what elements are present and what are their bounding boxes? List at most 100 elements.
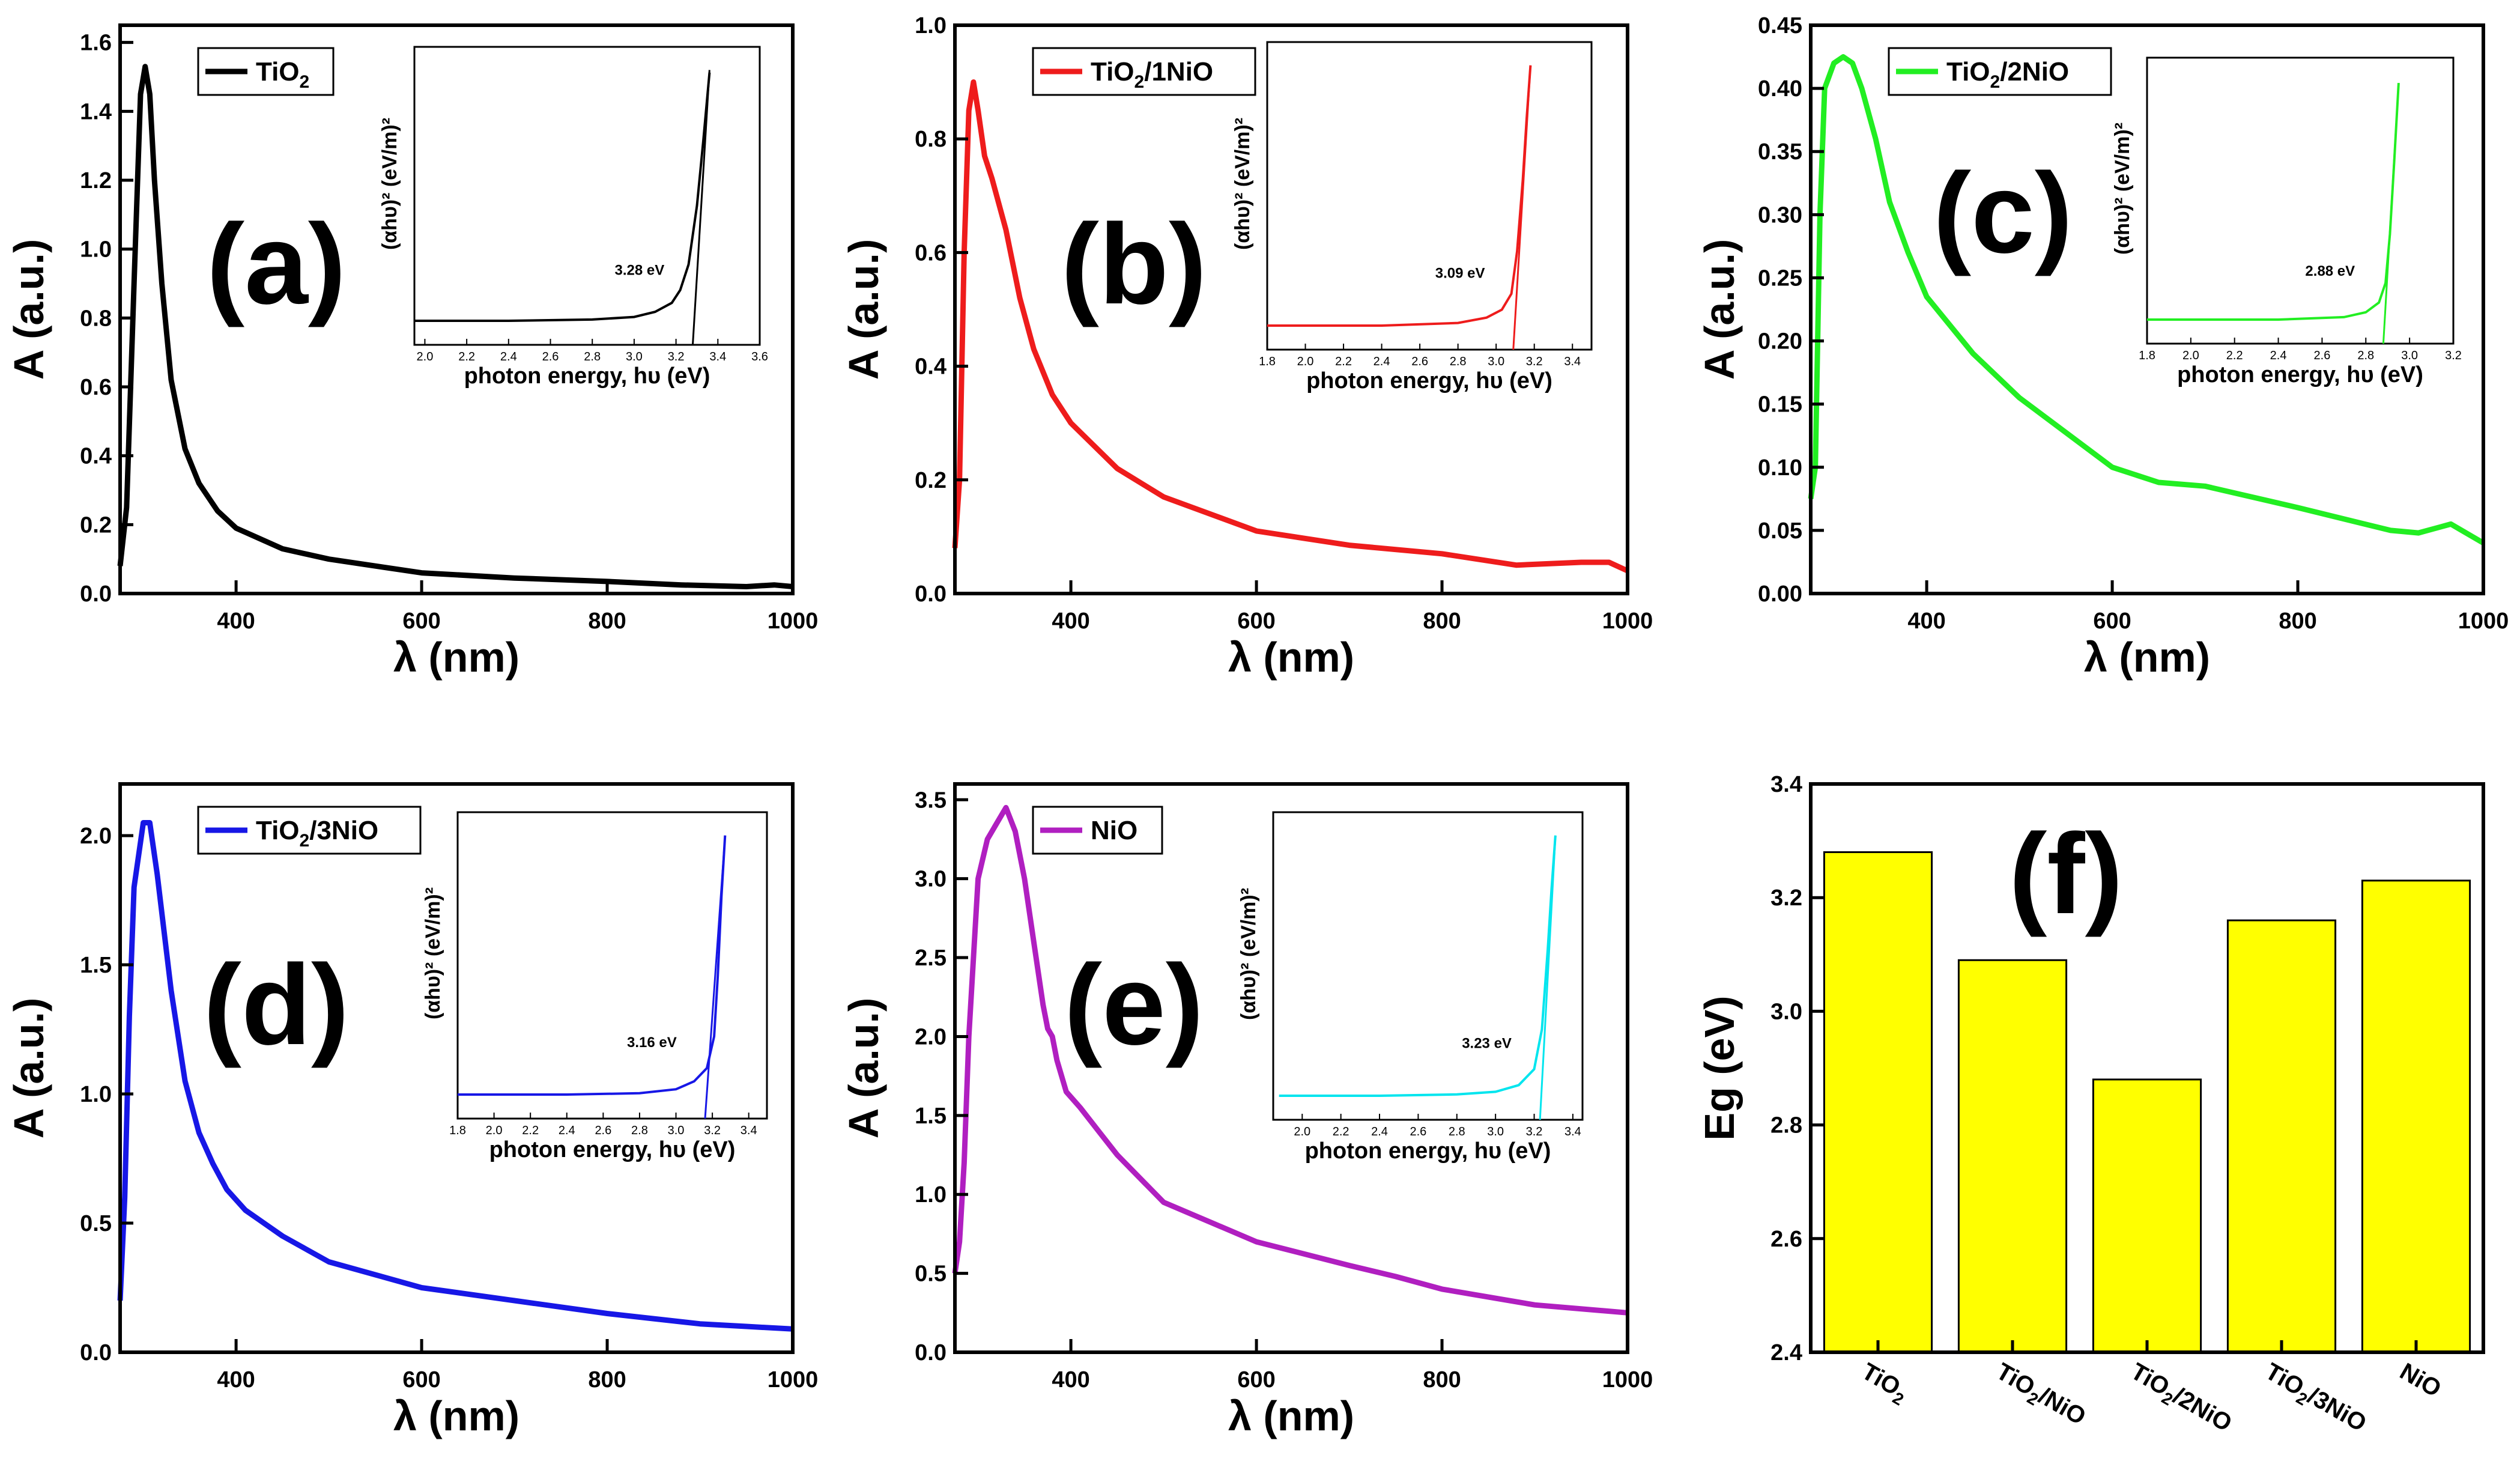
- y-tick-label: 0.5: [80, 1211, 112, 1236]
- inset-x-tick-label: 2.6: [595, 1124, 611, 1137]
- panel-d-absorbance-chart: 400 600 800 1000 0.0 0.5 1.0 1.5 2.0 λ (nm) A (a.u…: [5, 782, 819, 1439]
- y-tick-label: 3.0: [1770, 999, 1802, 1024]
- inset-y-axis-label: (αhυ)² (eV/m)²: [1231, 118, 1254, 250]
- panel-a-absorbance-chart: 400 600 800 1000 0.0 0.2 0.4 0.6 0.8 1.0 1.2 1.4 1.6…: [5, 23, 819, 681]
- y-tick-label: 0.2: [80, 512, 112, 538]
- tauc-curve: [1279, 835, 1557, 1097]
- legend-label: TiO2/1NiO: [1091, 57, 1213, 92]
- x-tick-label: 400: [1907, 609, 1945, 634]
- inset-x-tick-label: 2.0: [417, 350, 434, 363]
- y-tick-label: 0.4: [80, 444, 112, 469]
- y-tick-label: 1.5: [80, 953, 112, 978]
- x-tick-label: 400: [217, 1367, 255, 1393]
- inset-x-tick-label: 2.4: [1371, 1125, 1388, 1138]
- inset-x-tick-label: 2.2: [458, 350, 475, 363]
- y-axis-label: Eg (eV): [1696, 995, 1743, 1140]
- inset-x-tick-label: 3.0: [668, 1124, 685, 1137]
- inset-x-tick-label: 3.4: [709, 350, 726, 363]
- inset-x-tick-label: 2.2: [522, 1124, 539, 1137]
- inset-x-tick-label: 3.0: [626, 350, 643, 363]
- inset-x-tick-label: 3.6: [751, 350, 768, 363]
- x-tick-label: 600: [2093, 609, 2131, 634]
- inset-x-axis-label: photon energy, hυ (eV): [2177, 362, 2423, 387]
- inset-y-axis-label: (αhυ)² (eV/m)²: [1237, 888, 1260, 1020]
- tangent-line: [704, 835, 726, 1119]
- y-tick-label: 3.5: [915, 788, 947, 813]
- inset-x-tick-label: 3.4: [1564, 1125, 1581, 1138]
- legend-label: TiO2: [256, 57, 309, 92]
- inset-frame: [2146, 56, 2455, 345]
- panel-label: (a): [207, 201, 346, 328]
- x-tick-label: 1000: [768, 609, 819, 634]
- bandgap-bar: [1957, 959, 2068, 1353]
- band-gap-annotation: 3.23 eV: [1462, 1035, 1512, 1051]
- x-axis-label: λ (nm): [2084, 634, 2210, 681]
- absorbance-series-line: [117, 820, 793, 1332]
- inset-x-tick-label: 2.4: [1374, 355, 1390, 368]
- panel-e-absorbance-chart: 400 600 800 1000 0.0 0.5 1.0 1.5 2.0 2.5 3.0 3.5 λ (…: [840, 782, 1653, 1439]
- inset-frame: [456, 811, 768, 1120]
- inset-x-tick-label: 3.0: [1488, 355, 1504, 368]
- category-label: TiO2: [1855, 1358, 1913, 1409]
- tauc-plot-inset: 3.23 eV 2.0 2.2 2.4 2.6 2.8 3.0 3.2 3.4 photon en…: [1237, 811, 1584, 1164]
- inset-x-axis-label: photon energy, hυ (eV): [464, 363, 710, 389]
- tauc-plot-inset: 3.09 eV 1.8 2.0 2.2 2.4 2.6 2.8 3.0 3.2 3.4 photon…: [1231, 41, 1593, 393]
- inset-x-tick-label: 2.8: [1449, 1125, 1465, 1138]
- absorbance-series-line: [952, 804, 1628, 1316]
- tangent-line: [1512, 65, 1531, 350]
- inset-x-tick-label: 2.0: [1297, 355, 1314, 368]
- band-gap-annotation: 3.28 eV: [614, 262, 664, 278]
- panel-b-absorbance-chart: 400 600 800 1000 0.0 0.2 0.4 0.6 0.8 1.0 λ (nm) A (…: [840, 13, 1653, 681]
- y-tick-label: 0.25: [1758, 266, 1802, 291]
- y-tick-label: 0.45: [1758, 13, 1802, 38]
- x-tick-label: 800: [588, 1367, 626, 1393]
- y-tick-label: 3.2: [1770, 885, 1802, 911]
- inset-x-tick-label: 2.8: [2357, 349, 2374, 362]
- tangent-line: [691, 70, 710, 345]
- y-axis-label: A (a.u.): [840, 239, 887, 380]
- inset-x-axis-label: photon energy, hυ (eV): [489, 1137, 736, 1162]
- panel-label: (b): [1061, 201, 1207, 328]
- inset-x-tick-label: 2.6: [1410, 1125, 1427, 1138]
- inset-x-tick-label: 3.2: [1526, 1125, 1543, 1138]
- inset-x-tick-label: 3.4: [741, 1124, 757, 1137]
- y-tick-label: 0.05: [1758, 518, 1802, 544]
- x-tick-label: 800: [1423, 1367, 1461, 1393]
- inset-x-tick-label: 2.0: [486, 1124, 503, 1137]
- bandgap-bar: [2092, 1078, 2202, 1353]
- y-tick-label: 0.20: [1758, 329, 1802, 354]
- y-tick-label: 2.8: [1770, 1113, 1802, 1138]
- panel-label: (f): [2009, 810, 2123, 938]
- y-tick-label: 0.8: [915, 127, 947, 152]
- absorbance-series-line: [952, 79, 1629, 574]
- y-tick-label: 2.0: [915, 1024, 947, 1049]
- y-tick-label: 1.0: [80, 237, 112, 263]
- absorbance-series-line: [117, 64, 793, 589]
- y-tick-label: 1.0: [915, 1182, 947, 1207]
- tauc-curve: [458, 835, 727, 1096]
- inset-x-tick-label: 1.8: [2139, 349, 2155, 362]
- inset-x-tick-label: 3.2: [668, 350, 685, 363]
- inset-x-axis-label: photon energy, hυ (eV): [1306, 368, 1552, 393]
- category-label: TiO2/2NiO: [2124, 1358, 2237, 1441]
- inset-y-axis-label: (αhυ)² (eV/m)²: [422, 887, 444, 1019]
- inset-x-tick-label: 2.0: [2182, 349, 2199, 362]
- x-tick-label: 1000: [768, 1367, 819, 1393]
- y-tick-label: 2.6: [1770, 1227, 1802, 1252]
- plot-frame: [118, 782, 795, 1354]
- inset-x-tick-label: 3.0: [1487, 1125, 1504, 1138]
- legend-label: TiO2/3NiO: [256, 816, 378, 851]
- inset-frame: [1266, 41, 1593, 351]
- inset-x-tick-label: 2.8: [1450, 355, 1467, 368]
- inset-x-tick-label: 2.0: [1294, 1125, 1310, 1138]
- x-tick-label: 400: [1052, 609, 1089, 634]
- plot-frame: [953, 782, 1629, 1354]
- inset-x-tick-label: 2.8: [584, 350, 601, 363]
- panel-c-absorbance-chart: 400 600 800 1000 0.00 0.05 0.10 0.15 0.20 0.25 0.3…: [1696, 13, 2509, 681]
- y-tick-label: 2.5: [915, 946, 947, 971]
- y-tick-label: 1.2: [80, 168, 112, 193]
- y-axis-label: A (a.u.): [1696, 239, 1743, 380]
- inset-x-tick-label: 1.8: [449, 1124, 466, 1137]
- y-tick-label: 0.10: [1758, 455, 1802, 481]
